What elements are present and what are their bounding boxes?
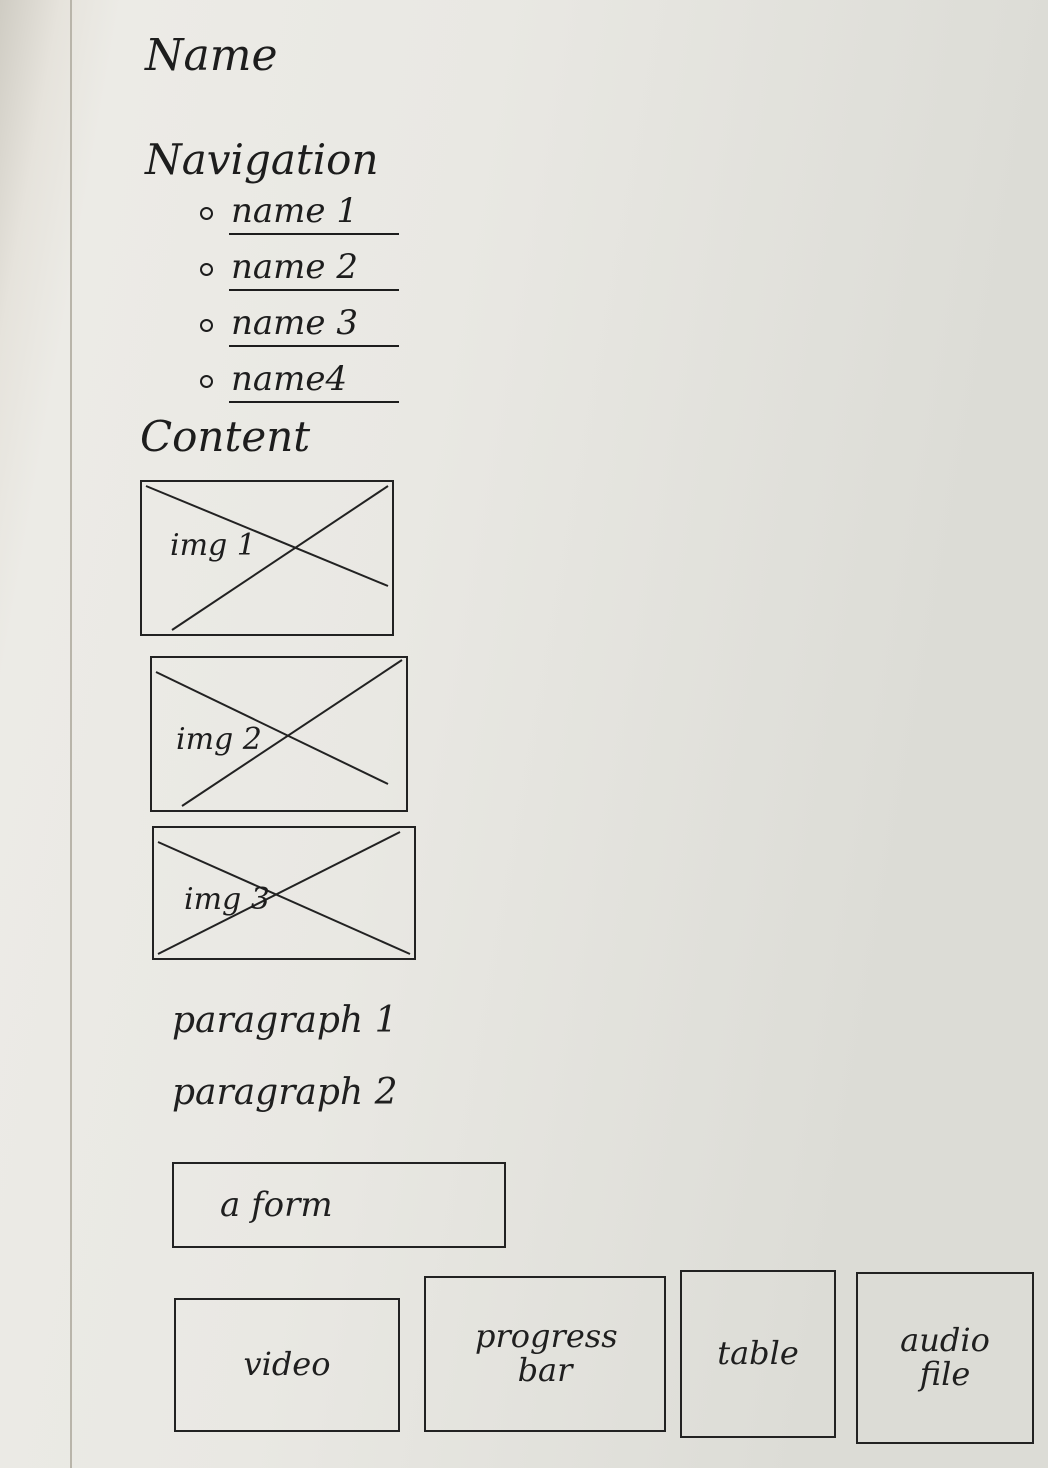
paragraph-2: paragraph 2: [172, 1072, 397, 1113]
progress-bar-placeholder[interactable]: progress bar: [424, 1276, 666, 1432]
video-label: video: [244, 1348, 331, 1382]
nav-link-1[interactable]: name 1: [229, 191, 399, 235]
nav-item-2: name 2: [200, 241, 399, 297]
audio-file-placeholder[interactable]: audio file: [856, 1272, 1034, 1444]
image-placeholder-1: img 1: [140, 480, 394, 636]
bullet-icon: [200, 319, 213, 332]
bullet-icon: [200, 207, 213, 220]
bullet-icon: [200, 263, 213, 276]
image-placeholder-3: img 3: [152, 826, 416, 960]
nav-link-2[interactable]: name 2: [229, 247, 399, 291]
table-placeholder[interactable]: table: [680, 1270, 836, 1438]
page-title: Name: [145, 30, 278, 81]
image-label-3: img 3: [184, 882, 270, 917]
nav-link-4[interactable]: name4: [229, 359, 399, 403]
navigation-heading: Navigation: [145, 135, 379, 184]
video-placeholder[interactable]: video: [174, 1298, 400, 1432]
image-label-2: img 2: [176, 722, 262, 757]
nav-item-3: name 3: [200, 297, 399, 353]
image-placeholder-2: img 2: [150, 656, 408, 812]
nav-item-1: name 1: [200, 185, 399, 241]
table-label: table: [717, 1337, 799, 1371]
navigation-list: name 1 name 2 name 3 name4: [200, 185, 399, 409]
bullet-icon: [200, 375, 213, 388]
progress-bar-label: progress bar: [475, 1320, 615, 1387]
audio-file-label: audio file: [890, 1324, 1000, 1391]
form-label: a form: [220, 1185, 333, 1225]
paragraph-1: paragraph 1: [172, 1000, 397, 1041]
notebook-spine: [70, 0, 72, 1468]
nav-item-4: name4: [200, 353, 399, 409]
content-heading: Content: [140, 412, 310, 461]
nav-link-3[interactable]: name 3: [229, 303, 399, 347]
form-placeholder[interactable]: a form: [172, 1162, 506, 1248]
image-label-1: img 1: [170, 528, 256, 563]
